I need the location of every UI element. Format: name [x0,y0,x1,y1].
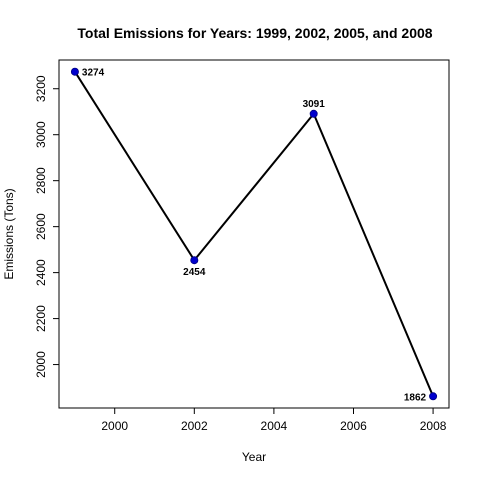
y-tick-label: 2200 [34,305,48,332]
x-tick-label: 2000 [101,419,128,433]
data-label: 3091 [303,99,326,110]
y-tick-label: 3200 [34,75,48,102]
x-axis: 2000 2002 2004 2006 2008 [101,408,447,433]
chart-title: Total Emissions for Years: 1999, 2002, 2… [77,25,432,41]
y-axis: 2000 2200 2400 2600 2800 3000 3200 [34,75,59,378]
x-tick-label: 2006 [340,419,367,433]
data-label: 1862 [404,392,427,403]
y-tick-label: 2400 [34,259,48,286]
y-tick-label: 2800 [34,167,48,194]
data-labels: 3274 2454 3091 1862 [82,68,427,404]
data-label: 2454 [183,267,206,278]
data-point [309,109,318,118]
plot-frame [58,59,450,409]
x-tick-label: 2002 [181,419,208,433]
x-tick-label: 2008 [420,419,447,433]
x-axis-label: Year [242,450,266,464]
y-axis-label: Emissions (Tons) [2,188,16,279]
series-line [74,71,435,397]
data-point [70,67,79,76]
data-point [190,256,199,265]
y-tick-label: 2000 [34,351,48,378]
y-tick-label: 3000 [34,121,48,148]
y-tick-label: 2600 [34,213,48,240]
data-label: 3274 [82,68,105,79]
x-tick-label: 2004 [261,419,288,433]
data-points [70,67,438,401]
data-point [429,392,438,401]
